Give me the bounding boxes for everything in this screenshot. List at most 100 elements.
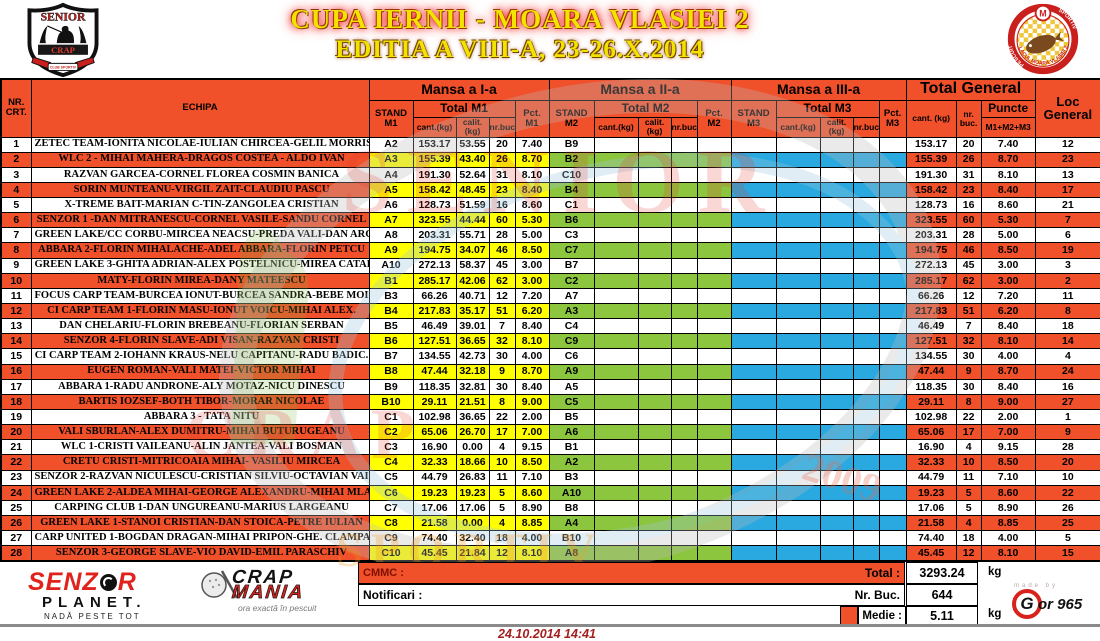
competition-title: CUPA IERNII - MOARA VLASIEI 2 bbox=[290, 4, 750, 34]
total-value: 3293.24 bbox=[906, 562, 978, 584]
cell-m1-calit: 36.65 bbox=[455, 409, 490, 426]
cell-loc-general: 11 bbox=[1034, 287, 1100, 305]
cell-m3-cant bbox=[775, 439, 821, 456]
cell-stand-m3 bbox=[730, 318, 777, 335]
cell-tg-nrbuc: 4 bbox=[955, 515, 982, 532]
header-nr-crt: NR. CRT. bbox=[0, 78, 32, 138]
cell-m1-nrbuc: 10 bbox=[488, 454, 516, 471]
cell-m1-nrbuc: 62 bbox=[488, 272, 516, 289]
cell-m1-cant: 158.42 bbox=[412, 181, 457, 199]
table-row: 8 ABBARA 2-FLORIN MIHALACHE-ADEL ABBARA-F… bbox=[0, 242, 1100, 259]
table-row: 3 RAZVAN GARCEA-CORNEL FLOREA COSMIN BANI… bbox=[0, 166, 1100, 183]
cell-tg-nrbuc: 8 bbox=[955, 393, 982, 411]
notificari-bar: Notificari : Nr. Buc. bbox=[358, 584, 905, 606]
cell-m2-cant bbox=[593, 348, 639, 365]
cell-m2-cant bbox=[593, 136, 639, 153]
cell-m3-calit bbox=[819, 166, 854, 183]
cell-m1-cant: 134.55 bbox=[412, 348, 457, 365]
cell-stand-m3 bbox=[730, 454, 777, 471]
cell-m1-calit: 52.64 bbox=[455, 166, 490, 183]
cell-m1-pct: 8.10 bbox=[514, 333, 550, 350]
cell-team: SENZOR 2-RAZVAN NICULESCU-CRISTIAN SILVI… bbox=[30, 469, 370, 486]
cell-m2-pct bbox=[696, 212, 732, 229]
cell-stand-m3 bbox=[730, 166, 777, 183]
cell-nr: 27 bbox=[0, 530, 32, 547]
cell-tg-cant: 118.35 bbox=[905, 378, 957, 395]
cell-m3-cant bbox=[775, 318, 821, 335]
cell-stand-m2: A3 bbox=[548, 303, 595, 320]
cell-m3-calit bbox=[819, 348, 854, 365]
cell-m2-calit bbox=[637, 378, 672, 395]
cell-m1-nrbuc: 28 bbox=[488, 227, 516, 244]
header-stand-m1: STAND M1 bbox=[368, 99, 414, 138]
cell-m2-calit bbox=[637, 166, 672, 183]
cell-m1-nrbuc: 26 bbox=[488, 151, 516, 168]
cell-m2-pct bbox=[696, 499, 732, 517]
cell-loc-general: 10 bbox=[1034, 469, 1100, 486]
cell-stand-m3 bbox=[730, 424, 777, 441]
cell-m3-calit bbox=[819, 484, 854, 501]
cell-tg-nrbuc: 46 bbox=[955, 242, 982, 259]
cell-m2-nrbuc bbox=[670, 242, 698, 259]
table-row: 19 ABBARA 3 - TATA NITU C1 102.98 36.65 22 2.0… bbox=[0, 409, 1100, 426]
cell-tg-puncte: 3.00 bbox=[980, 272, 1036, 289]
table-row: 27 CARP UNITED 1-BOGDAN DRAGAN-MIHAI PRIP… bbox=[0, 530, 1100, 547]
cell-tg-puncte: 8.50 bbox=[980, 242, 1036, 259]
cell-m3-cant bbox=[775, 378, 821, 395]
cell-m3-nrbuc bbox=[852, 166, 880, 183]
cell-nr: 28 bbox=[0, 545, 32, 562]
cell-m3-nrbuc bbox=[852, 197, 880, 214]
cell-team: CRETU CRISTI-MITRICOAIA MIHAI- VASILIU M… bbox=[30, 454, 370, 471]
cell-m2-cant bbox=[593, 333, 639, 350]
cell-tg-nrbuc: 9 bbox=[955, 363, 982, 380]
cell-m1-cant: 47.44 bbox=[412, 363, 457, 380]
cell-m1-pct: 3.00 bbox=[514, 272, 550, 289]
cell-tg-puncte: 7.00 bbox=[980, 424, 1036, 441]
band-mansa-1: Mansa a I-a bbox=[368, 78, 550, 101]
cell-m1-nrbuc: 51 bbox=[488, 303, 516, 320]
cell-m3-pct bbox=[878, 363, 907, 380]
cell-nr: 15 bbox=[0, 348, 32, 365]
cell-m1-nrbuc: 18 bbox=[488, 530, 516, 547]
cell-team: WLC 1-CRISTI VAILEANU-ALIN JANTEA-VALI B… bbox=[30, 439, 370, 456]
cell-nr: 16 bbox=[0, 363, 32, 380]
cell-m2-cant bbox=[593, 515, 639, 532]
cell-stand-m1: C3 bbox=[368, 439, 414, 456]
fisherman-icon bbox=[56, 25, 75, 44]
cell-loc-general: 9 bbox=[1034, 424, 1100, 441]
cell-m1-cant: 44.79 bbox=[412, 469, 457, 486]
cell-m3-cant bbox=[775, 181, 821, 199]
cell-stand-m3 bbox=[730, 197, 777, 214]
cell-tg-cant: 153.17 bbox=[905, 136, 957, 153]
cell-stand-m2: B10 bbox=[548, 530, 595, 547]
cell-m3-nrbuc bbox=[852, 272, 880, 289]
cell-stand-m3 bbox=[730, 393, 777, 411]
header-total-m3: Total M3 bbox=[775, 99, 880, 118]
cell-m1-calit: 21.84 bbox=[455, 545, 490, 562]
cell-tg-nrbuc: 30 bbox=[955, 348, 982, 365]
header-calit-m3: calit.(kg) bbox=[819, 116, 854, 138]
cell-m2-calit bbox=[637, 318, 672, 335]
cell-loc-general: 4 bbox=[1034, 348, 1100, 365]
cell-m1-pct: 7.00 bbox=[514, 424, 550, 441]
cell-m2-cant bbox=[593, 166, 639, 183]
cell-m2-cant bbox=[593, 212, 639, 229]
cell-tg-cant: 191.30 bbox=[905, 166, 957, 183]
header-cant-m3: cant.(kg) bbox=[775, 116, 821, 138]
medie-label: Medie : bbox=[858, 606, 906, 625]
carp-fish-icon bbox=[1026, 31, 1065, 54]
cell-m3-calit bbox=[819, 530, 854, 547]
cell-stand-m2: A2 bbox=[548, 454, 595, 471]
cell-m1-cant: 74.40 bbox=[412, 530, 457, 547]
cell-m1-nrbuc: 8 bbox=[488, 393, 516, 411]
table-row: 15 CI CARP TEAM 2-IOHANN KRAUS-NELU CAPIT… bbox=[0, 348, 1100, 365]
cell-m2-nrbuc bbox=[670, 409, 698, 426]
print-timestamp: 24.10.2014 14:41 bbox=[498, 627, 597, 641]
cell-m3-pct bbox=[878, 257, 907, 274]
crap-mania-tagline: ora exactă în pescuit bbox=[238, 603, 317, 613]
cell-m3-calit bbox=[819, 545, 854, 562]
cell-m3-nrbuc bbox=[852, 151, 880, 168]
cell-m3-pct bbox=[878, 348, 907, 365]
badge-medal-letter: M bbox=[1039, 8, 1046, 18]
cell-m1-cant: 153.17 bbox=[412, 136, 457, 153]
